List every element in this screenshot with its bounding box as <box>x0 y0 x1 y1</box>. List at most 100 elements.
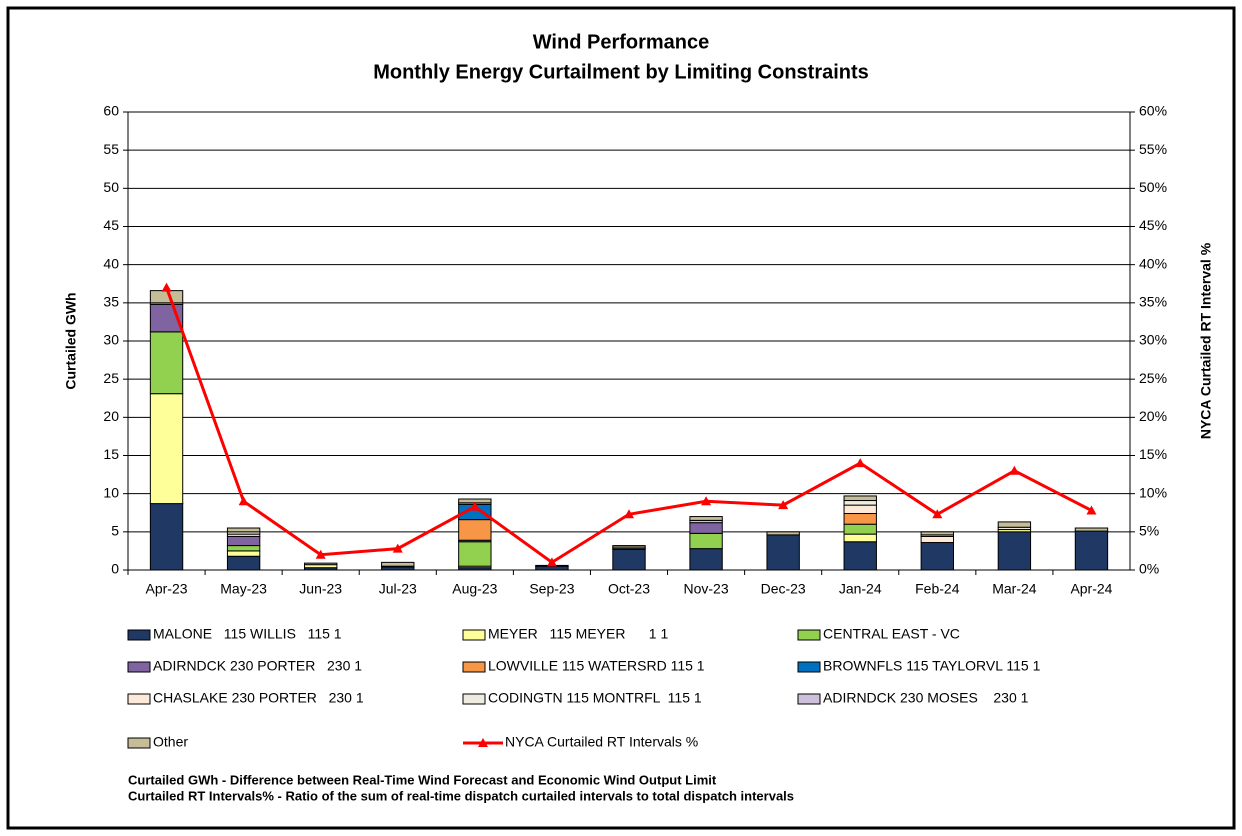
bar-segment <box>843 500 877 506</box>
y2-tick-label: 25% <box>1139 370 1167 386</box>
y-tick-label: 10 <box>103 484 119 500</box>
line-marker <box>161 282 172 292</box>
x-tick-label: Nov-23 <box>684 581 729 597</box>
y-tick-label: 30 <box>103 332 119 348</box>
bar-segment <box>766 534 800 571</box>
bar-segment <box>226 550 261 557</box>
y2-axis-title: NYCA Curtailed RT Interval % <box>1198 242 1214 439</box>
x-tick-label: Dec-23 <box>761 581 806 597</box>
x-tick-label: Mar-24 <box>992 581 1037 597</box>
line-marker <box>546 557 557 567</box>
bar-segment <box>997 531 1032 571</box>
bar-segment <box>689 532 723 550</box>
legend-label: CHASLAKE 230 PORTER 230 1 <box>153 690 364 706</box>
bar-segment <box>612 545 646 548</box>
y2-tick-label: 30% <box>1139 332 1167 348</box>
bar-segment <box>920 542 954 571</box>
y2-tick-label: 60% <box>1139 103 1167 119</box>
y-tick-label: 35 <box>103 294 119 310</box>
y-tick-label: 15 <box>103 446 119 462</box>
line-marker <box>701 496 712 506</box>
bar-segment <box>149 303 184 333</box>
legend-swatch <box>462 693 486 705</box>
legend-swatch <box>462 661 486 673</box>
x-tick-label: Apr-23 <box>146 581 188 597</box>
line-marker <box>778 500 789 510</box>
bar-segment <box>149 503 184 571</box>
y2-tick-label: 55% <box>1139 141 1167 157</box>
x-tick-label: Sep-23 <box>529 581 574 597</box>
bar-segment <box>149 331 184 395</box>
y2-tick-label: 35% <box>1139 294 1167 310</box>
footnote: Curtailed RT Intervals% - Ratio of the s… <box>128 788 794 803</box>
y2-tick-label: 0% <box>1139 561 1159 577</box>
x-tick-label: May-23 <box>220 581 267 597</box>
bar-segment <box>226 535 261 547</box>
y2-tick-label: 40% <box>1139 255 1167 271</box>
line-marker <box>238 496 249 506</box>
legend-label: MEYER 115 MEYER 1 1 <box>488 626 668 642</box>
legend-swatch <box>797 693 821 705</box>
legend-label: LOWVILLE 115 WATERSRD 115 1 <box>488 658 705 674</box>
legend-swatch <box>797 629 821 641</box>
bar-segment <box>689 548 723 571</box>
legend-swatch <box>797 661 821 673</box>
legend-label: MALONE 115 WILLIS 115 1 <box>153 626 342 642</box>
legend-swatch <box>127 693 151 705</box>
bar-segment <box>843 541 877 571</box>
footnote: Curtailed GWh - Difference between Real-… <box>128 772 717 787</box>
y-tick-label: 25 <box>103 370 119 386</box>
bar-segment <box>535 565 569 571</box>
line-marker <box>469 501 480 511</box>
legend-marker <box>478 738 488 747</box>
x-tick-label: Jan-24 <box>839 581 882 597</box>
legend-swatch <box>462 629 486 641</box>
y-tick-label: 45 <box>103 217 119 233</box>
line-marker <box>1086 505 1097 515</box>
bar-segment <box>766 531 800 536</box>
y-tick-label: 60 <box>103 103 119 119</box>
y2-tick-label: 5% <box>1139 523 1159 539</box>
bar-segment <box>843 504 877 515</box>
bar-segment <box>1074 530 1109 571</box>
bar-segment <box>843 533 877 543</box>
legend-swatch <box>127 629 151 641</box>
bar-segment <box>843 523 877 535</box>
bar-segment <box>689 516 723 521</box>
x-tick-label: Jun-23 <box>299 581 342 597</box>
bar-segment <box>843 513 877 525</box>
bar-segment <box>997 521 1032 528</box>
legend-label: ADIRNDCK 230 PORTER 230 1 <box>153 658 362 674</box>
chart-subtitle: Monthly Energy Curtailment by Limiting C… <box>373 61 869 83</box>
y-tick-label: 20 <box>103 408 119 424</box>
chart-title: Wind Performance <box>533 31 710 53</box>
bar-segment <box>226 555 261 571</box>
legend-swatch <box>127 661 151 673</box>
bar-segment <box>226 545 261 552</box>
bar-segment <box>304 562 338 566</box>
y-tick-label: 40 <box>103 255 119 271</box>
y2-tick-label: 50% <box>1139 179 1167 195</box>
line-marker <box>855 458 866 468</box>
bar-segment <box>1074 527 1109 532</box>
x-tick-label: Apr-24 <box>1070 581 1112 597</box>
bar-segment <box>458 519 492 541</box>
x-tick-label: Jul-23 <box>379 581 417 597</box>
y2-tick-label: 20% <box>1139 408 1167 424</box>
line-marker <box>932 509 943 519</box>
line-marker <box>392 543 403 553</box>
legend-swatch <box>127 737 151 749</box>
bar-segment <box>920 535 954 544</box>
bar-segment <box>149 393 184 505</box>
y-tick-label: 55 <box>103 141 119 157</box>
y2-tick-label: 10% <box>1139 484 1167 500</box>
bar-segment <box>689 522 723 534</box>
legend-label: ADIRNDCK 230 MOSES 230 1 <box>823 690 1029 706</box>
y2-tick-label: 15% <box>1139 446 1167 462</box>
y-axis-title: Curtailed GWh <box>63 292 79 389</box>
legend-label: Other <box>153 734 188 750</box>
bar-segment <box>226 527 261 533</box>
x-tick-label: Aug-23 <box>452 581 497 597</box>
legend-label: CODINGTN 115 MONTRFL 115 1 <box>488 690 702 706</box>
